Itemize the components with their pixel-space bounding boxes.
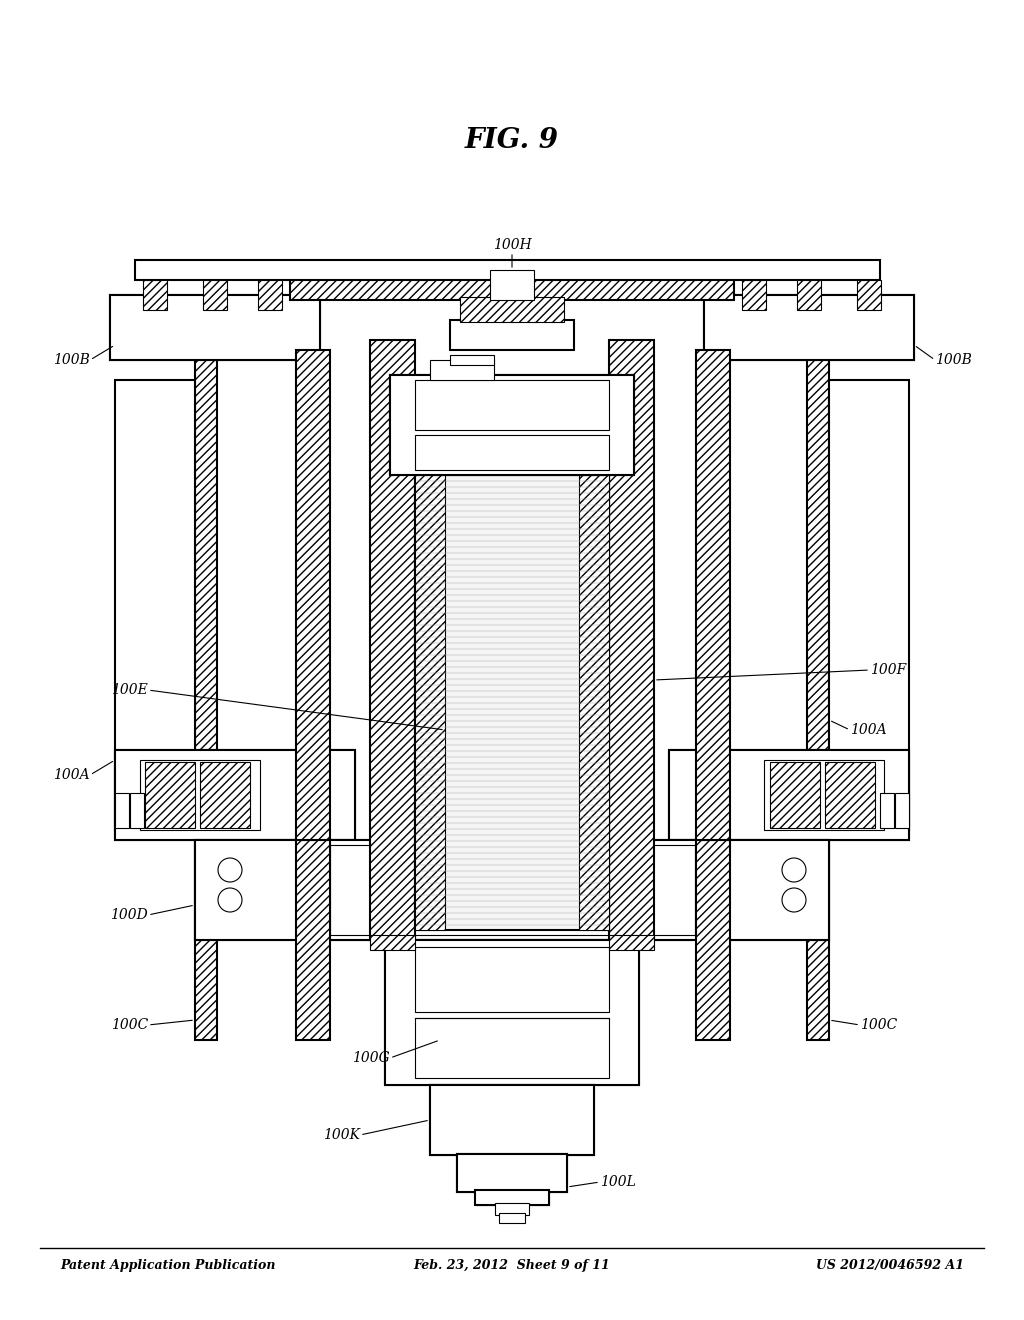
Circle shape [782,858,806,882]
Text: 100E: 100E [112,682,148,697]
Bar [895,793,909,828]
Bar [370,935,415,950]
Bar [495,1203,529,1214]
Bar [115,750,355,840]
Bar [430,1085,594,1155]
Circle shape [782,888,806,912]
Bar [460,297,564,322]
Bar [705,294,914,360]
Bar [200,762,250,828]
Bar [130,793,144,828]
Bar [430,360,494,380]
Bar [807,319,829,1040]
Bar [579,475,609,931]
Bar [195,840,829,940]
Bar [696,840,730,1040]
Bar [475,1191,549,1205]
Bar [742,280,766,310]
Bar [475,1191,549,1205]
Bar [669,750,909,840]
Bar [415,475,445,931]
Text: Patent Application Publication: Patent Application Publication [60,1258,275,1271]
Bar [609,935,654,950]
Bar [390,375,634,475]
Bar [115,750,355,840]
Bar [705,294,914,360]
Bar [110,294,319,360]
Text: US 2012/0046592 A1: US 2012/0046592 A1 [816,1258,964,1271]
Bar [203,280,227,310]
Bar [669,750,909,840]
Text: 100A: 100A [850,723,887,737]
Text: 100K: 100K [323,1129,360,1142]
Bar [115,380,195,830]
Text: 100B: 100B [53,352,90,367]
Text: 100A: 100A [53,768,90,781]
Bar [415,475,609,931]
Bar [415,436,609,470]
Bar [415,380,609,430]
Bar [140,760,260,830]
Bar [110,294,319,360]
Bar [857,280,881,310]
Bar [296,840,330,1040]
Bar [430,1085,594,1155]
Bar [385,940,639,1085]
Bar [770,762,820,828]
Bar [450,355,494,366]
Text: 100H: 100H [493,238,531,252]
Bar [609,341,654,940]
Bar [764,760,884,830]
Text: 100C: 100C [111,1018,148,1032]
Bar [145,762,195,828]
Text: 100G: 100G [352,1051,390,1065]
Text: 100F: 100F [870,663,906,677]
Text: 100L: 100L [600,1175,636,1189]
Text: Feb. 23, 2012  Sheet 9 of 11: Feb. 23, 2012 Sheet 9 of 11 [414,1258,610,1271]
Bar [490,271,534,300]
Bar [457,1154,567,1192]
Bar [499,1213,525,1224]
Circle shape [218,888,242,912]
Bar [825,762,874,828]
Bar [829,380,909,830]
Bar [457,1154,567,1192]
Bar [258,280,282,310]
Bar [296,350,330,840]
Bar [143,280,167,310]
Bar [415,946,609,1012]
Bar [195,840,829,940]
Bar [696,350,730,840]
Circle shape [218,858,242,882]
Bar [385,940,639,1085]
Bar [330,845,695,935]
Bar [115,793,129,828]
Text: FIG. 9: FIG. 9 [465,127,559,153]
Bar [880,793,894,828]
Bar [370,341,415,940]
Bar [290,271,734,300]
Bar [195,319,217,1040]
Bar [390,375,634,475]
Bar [415,1018,609,1078]
Text: 100C: 100C [860,1018,897,1032]
Bar [135,260,880,280]
Text: 100B: 100B [935,352,972,367]
Bar [797,280,821,310]
Text: 100D: 100D [111,908,148,921]
Bar [450,319,574,350]
